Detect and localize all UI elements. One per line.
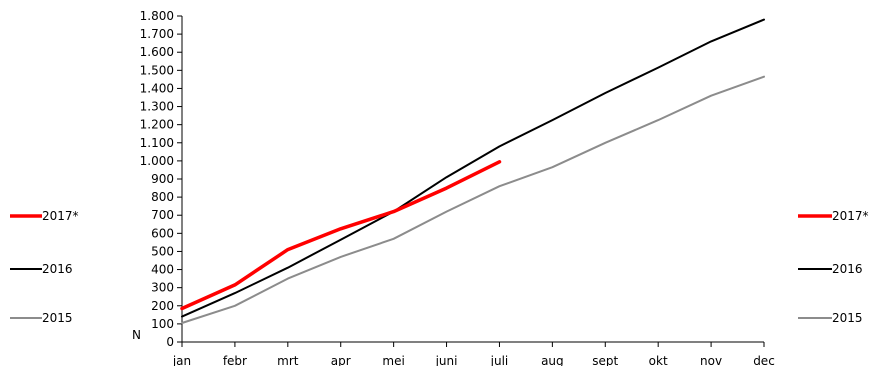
y-tick-label: 1.000 xyxy=(140,154,174,168)
y-tick-label: 1.100 xyxy=(140,136,174,150)
x-tick-label: nov xyxy=(700,354,722,366)
x-tick-label: juni xyxy=(435,354,458,366)
plot-frame xyxy=(181,16,764,343)
y-tick-label: 700 xyxy=(151,208,174,222)
series-line-2015 xyxy=(181,75,765,324)
y-axis-label: N xyxy=(132,328,141,342)
legend-label: 2016 xyxy=(42,262,73,276)
x-tick-label: okt xyxy=(649,354,668,366)
y-tick-label: 400 xyxy=(151,263,174,277)
series-line-2017 xyxy=(180,160,502,311)
x-tick-label: dec xyxy=(753,354,775,366)
x-tick-label: febr xyxy=(223,354,247,366)
legend-label: 2017* xyxy=(832,209,869,223)
series-lines xyxy=(180,18,765,324)
x-tick-label: juli xyxy=(490,354,509,366)
y-tick-label: 0 xyxy=(166,335,174,349)
x-tick-label: mei xyxy=(382,354,404,366)
x-tick-label: apr xyxy=(331,354,351,366)
y-tick-label: 1.600 xyxy=(140,45,174,59)
y-tick-label: 1.200 xyxy=(140,118,174,132)
legend-label: 2015 xyxy=(832,311,863,325)
y-ticks: 0 100 200 300 400 500 600 700 800 900 1.000 1.100 1.… xyxy=(140,9,182,349)
y-tick-label: 1.300 xyxy=(140,100,174,114)
y-tick-label: 900 xyxy=(151,172,174,186)
legend-right: 2017* 2016 2015 xyxy=(798,209,869,325)
y-tick-label: 1.800 xyxy=(140,9,174,23)
y-tick-label: 800 xyxy=(151,190,174,204)
y-tick-label: 600 xyxy=(151,226,174,240)
legend-left: 2017* 2016 2015 xyxy=(10,209,79,325)
legend-label: 2017* xyxy=(42,209,79,223)
y-tick-label: 1.400 xyxy=(140,81,174,95)
x-tick-label: mrt xyxy=(277,354,299,366)
x-tick-label: jan xyxy=(172,354,191,366)
legend-label: 2016 xyxy=(832,262,863,276)
y-tick-label: 200 xyxy=(151,299,174,313)
y-tick-label: 1.700 xyxy=(140,27,174,41)
y-tick-label: 300 xyxy=(151,281,174,295)
x-tick-label: aug xyxy=(541,354,564,366)
y-tick-label: 100 xyxy=(151,317,174,331)
y-tick-label: 1.500 xyxy=(140,63,174,77)
y-tick-label: 500 xyxy=(151,244,174,258)
x-tick-label: sept xyxy=(592,354,618,366)
x-ticks: jan febr mrt apr mei juni juli aug sept okt nov dec xyxy=(172,342,775,366)
series-line-2016 xyxy=(181,18,765,318)
legend-label: 2015 xyxy=(42,311,73,325)
